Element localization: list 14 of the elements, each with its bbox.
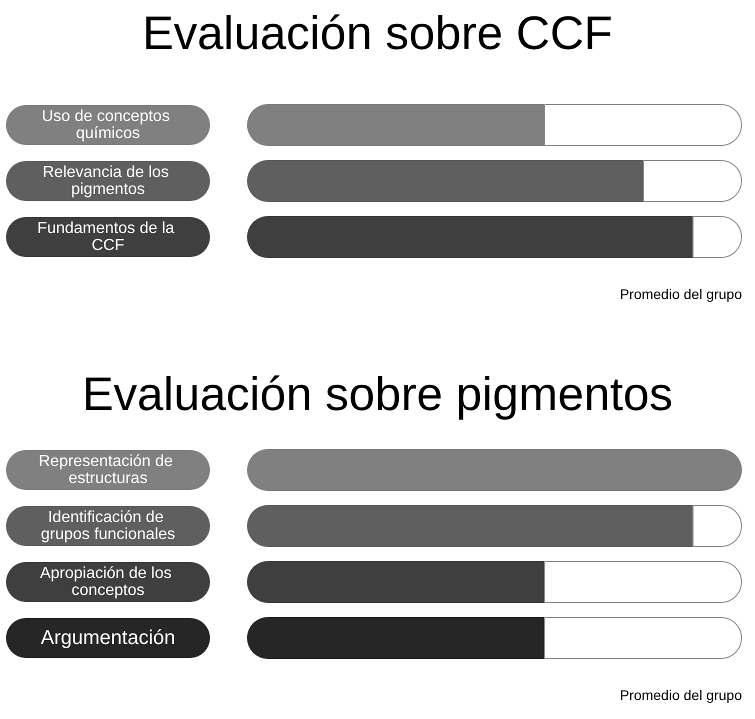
text: Promedio del grupo xyxy=(620,286,742,302)
chart-title: Evaluación sobre pigmentos xyxy=(82,367,673,420)
y-tick-label: Identificación de grupos funcionales xyxy=(40,509,176,543)
y-tick-label: Argumentación xyxy=(40,627,176,649)
y-tick-label: Relevancia de los pigmentos xyxy=(42,164,174,198)
bar xyxy=(247,160,643,202)
bar xyxy=(643,160,742,202)
y-tick-label: Representación de estructuras xyxy=(38,453,178,487)
text: Promedio del grupo xyxy=(620,687,742,703)
chart-title: Evaluación sobre CCF xyxy=(142,6,613,59)
y-tick-label: Apropiación de los conceptos xyxy=(40,565,176,599)
y-tick-label: Fundamentos de la CCF xyxy=(37,220,179,254)
y-tick-label: Uso de conceptos químicos xyxy=(42,108,174,142)
bar xyxy=(247,216,692,258)
